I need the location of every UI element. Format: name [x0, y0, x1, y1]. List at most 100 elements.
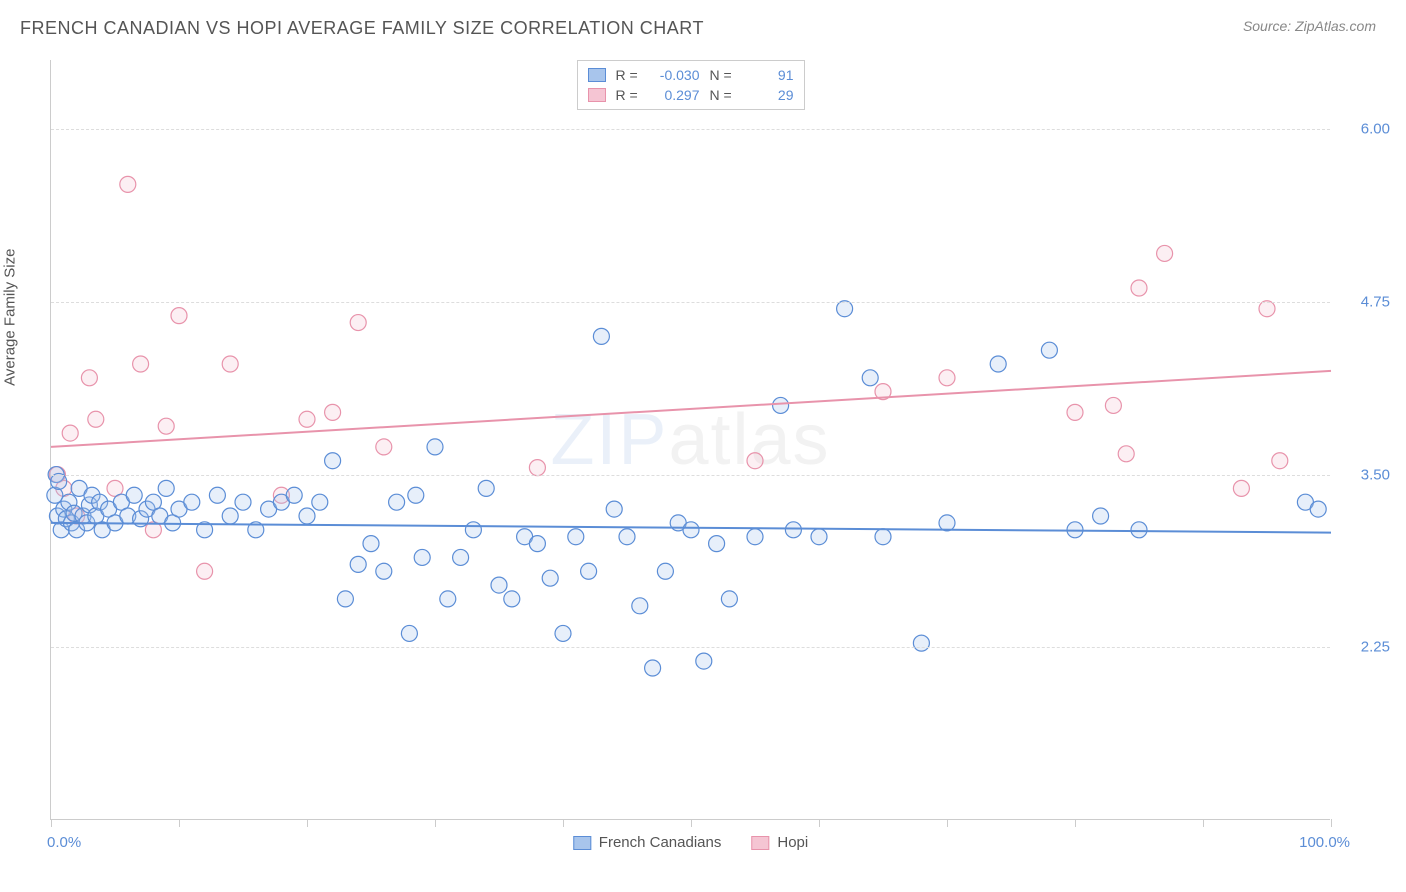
x-tick [947, 819, 948, 827]
data-point [721, 591, 737, 607]
n-value-series2: 29 [744, 87, 794, 103]
data-point [1067, 404, 1083, 420]
data-point [209, 487, 225, 503]
r-value-series2: 0.297 [650, 87, 700, 103]
data-point [747, 529, 763, 545]
series-legend: French Canadians Hopi [573, 834, 808, 851]
data-point [747, 453, 763, 469]
data-point [709, 536, 725, 552]
data-point [222, 356, 238, 372]
data-point [414, 549, 430, 565]
data-point [696, 653, 712, 669]
x-tick [435, 819, 436, 827]
r-label: R = [616, 67, 640, 83]
legend-row-series2: R = 0.297 N = 29 [588, 85, 794, 105]
data-point [133, 356, 149, 372]
data-point [286, 487, 302, 503]
data-point [1131, 522, 1147, 538]
data-point [913, 635, 929, 651]
x-tick [307, 819, 308, 827]
data-point [837, 301, 853, 317]
data-point [939, 370, 955, 386]
data-point [645, 660, 661, 676]
data-point [504, 591, 520, 607]
legend-item-series2: Hopi [751, 834, 808, 851]
x-tick [563, 819, 564, 827]
chart-title: FRENCH CANADIAN VS HOPI AVERAGE FAMILY S… [20, 18, 704, 39]
data-point [88, 411, 104, 427]
trend-line [51, 371, 1331, 447]
x-tick [1075, 819, 1076, 827]
data-point [542, 570, 558, 586]
x-min-label: 0.0% [47, 834, 81, 851]
legend-label-series2: Hopi [777, 834, 808, 851]
x-tick [819, 819, 820, 827]
data-point [811, 529, 827, 545]
x-tick [179, 819, 180, 827]
x-tick [1203, 819, 1204, 827]
x-max-label: 100.0% [1299, 834, 1350, 851]
data-point [939, 515, 955, 531]
y-tick-label: 2.25 [1361, 639, 1390, 656]
gridline [51, 475, 1330, 476]
data-point [1259, 301, 1275, 317]
data-point [184, 494, 200, 510]
data-point [197, 563, 213, 579]
data-point [350, 556, 366, 572]
data-point [1233, 480, 1249, 496]
data-point [350, 315, 366, 331]
data-point [126, 487, 142, 503]
data-point [581, 563, 597, 579]
data-point [376, 563, 392, 579]
y-axis-label: Average Family Size [2, 249, 19, 386]
r-label: R = [616, 87, 640, 103]
data-point [568, 529, 584, 545]
x-tick [51, 819, 52, 827]
correlation-legend: R = -0.030 N = 91 R = 0.297 N = 29 [577, 60, 805, 110]
data-point [376, 439, 392, 455]
data-point [312, 494, 328, 510]
data-point [299, 411, 315, 427]
data-point [683, 522, 699, 538]
data-point [1093, 508, 1109, 524]
gridline [51, 129, 1330, 130]
data-point [453, 549, 469, 565]
data-point [875, 529, 891, 545]
data-point [593, 328, 609, 344]
data-point [1310, 501, 1326, 517]
y-tick-label: 6.00 [1361, 121, 1390, 138]
data-point [440, 591, 456, 607]
data-point [491, 577, 507, 593]
legend-row-series1: R = -0.030 N = 91 [588, 65, 794, 85]
data-point [389, 494, 405, 510]
gridline [51, 647, 1330, 648]
y-tick-label: 4.75 [1361, 293, 1390, 310]
data-point [606, 501, 622, 517]
data-point [120, 176, 136, 192]
data-point [1105, 397, 1121, 413]
data-point [529, 536, 545, 552]
legend-swatch-series1 [573, 836, 591, 850]
n-value-series1: 91 [744, 67, 794, 83]
legend-item-series1: French Canadians [573, 834, 722, 851]
data-point [465, 522, 481, 538]
data-point [1157, 245, 1173, 261]
data-point [773, 397, 789, 413]
n-label: N = [710, 87, 734, 103]
data-point [990, 356, 1006, 372]
data-point [1272, 453, 1288, 469]
data-point [337, 591, 353, 607]
data-point [862, 370, 878, 386]
scatter-svg [51, 60, 1330, 819]
data-point [222, 508, 238, 524]
gridline [51, 302, 1330, 303]
r-value-series1: -0.030 [650, 67, 700, 83]
data-point [158, 480, 174, 496]
data-point [529, 460, 545, 476]
data-point [632, 598, 648, 614]
data-point [1041, 342, 1057, 358]
data-point [1131, 280, 1147, 296]
legend-label-series1: French Canadians [599, 834, 722, 851]
y-tick-label: 3.50 [1361, 466, 1390, 483]
data-point [81, 370, 97, 386]
